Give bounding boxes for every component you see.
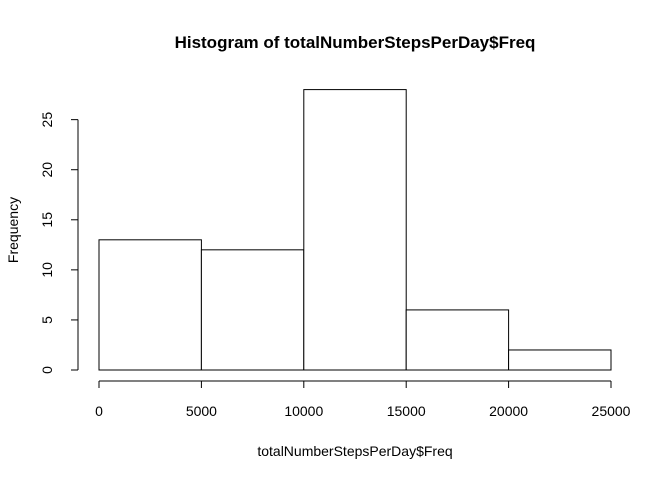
- histogram-bar-4: [508, 349, 612, 371]
- y-tick-label-1: 5: [39, 316, 55, 324]
- x-tick-label-2: 10000: [284, 403, 323, 419]
- y-axis-label: Frequency: [5, 197, 21, 263]
- x-tick-label-1: 5000: [186, 403, 217, 419]
- y-tick-label-3: 15: [39, 212, 55, 228]
- x-tick-label-4: 20000: [489, 403, 528, 419]
- x-tick-label-5: 25000: [592, 403, 631, 419]
- x-axis-label: totalNumberStepsPerDay$Freq: [257, 443, 452, 459]
- chart-title: Histogram of totalNumberStepsPerDay$Freq: [175, 33, 536, 52]
- x-axis: 0 5000 10000 15000 20000 25000: [95, 380, 631, 419]
- histogram-bar-2: [303, 89, 407, 371]
- y-tick-label-0: 0: [39, 366, 55, 374]
- y-tick-label-2: 10: [39, 262, 55, 278]
- histogram-bar-1: [200, 249, 305, 371]
- histogram-bar-3: [405, 309, 510, 371]
- x-tick-label-3: 15000: [387, 403, 426, 419]
- bars-group: [98, 89, 612, 371]
- y-tick-label-4: 20: [39, 162, 55, 178]
- x-tick-label-0: 0: [95, 403, 103, 419]
- y-tick-label-5: 25: [39, 112, 55, 128]
- histogram-bar-0: [98, 239, 202, 371]
- y-axis: 0 5 10 15 20 25: [39, 112, 79, 374]
